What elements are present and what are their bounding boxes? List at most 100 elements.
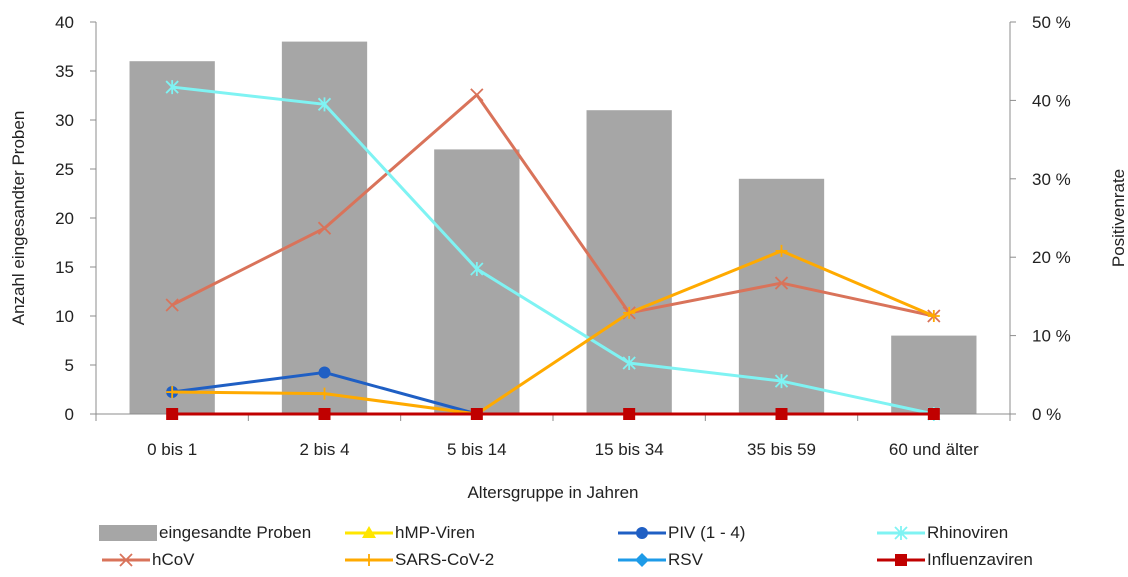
marker-shape — [895, 554, 907, 566]
y-tick-label: 30 — [55, 111, 74, 130]
y-tick-label: 15 — [55, 258, 74, 277]
legend-swatch-marker — [362, 526, 376, 538]
legend-label: RSV — [668, 550, 704, 569]
y-tick-label: 10 — [55, 307, 74, 326]
marker-shape — [470, 261, 484, 276]
point-hcov — [317, 221, 332, 235]
legend-label: eingesandte Proben — [159, 523, 311, 542]
point-sars-cov-2 — [166, 386, 179, 399]
legend-label: hCoV — [152, 550, 195, 569]
marker-shape — [927, 310, 940, 322]
bar-0 — [129, 61, 215, 414]
marker-shape — [119, 553, 133, 567]
point-rhinoviren — [470, 261, 484, 276]
y2-tick-label: 20 % — [1032, 248, 1071, 267]
point-sars-cov-2 — [775, 244, 788, 257]
y-tick-label: 0 — [65, 405, 74, 424]
point-rhinoviren — [165, 80, 179, 95]
legend-item-piv-1-4: PIV (1 - 4) — [618, 523, 745, 542]
point-influenzaviren — [470, 408, 483, 420]
point-rhinoviren — [774, 374, 789, 389]
marker-shape — [166, 386, 179, 399]
y2-tick-label: 10 % — [1032, 327, 1071, 346]
legend-swatch — [99, 525, 157, 541]
point-influenzaviren — [318, 408, 331, 420]
y2-tick-label: 40 % — [1032, 91, 1071, 110]
marker-shape — [165, 80, 179, 95]
y2-tick-label: 30 % — [1032, 170, 1071, 189]
marker-shape — [318, 408, 331, 420]
x-tick-label: 5 bis 14 — [447, 440, 507, 459]
x-tick-label: 0 bis 1 — [147, 440, 197, 459]
legend-item-eingesandte-proben: eingesandte Proben — [99, 523, 311, 542]
series-influenzaviren — [166, 408, 940, 420]
marker-shape — [318, 387, 331, 400]
y-tick-label: 20 — [55, 209, 74, 228]
marker-shape — [927, 408, 940, 420]
marker-shape — [635, 553, 649, 567]
point-influenzaviren — [927, 408, 940, 420]
legend-label: hMP-Viren — [395, 523, 475, 542]
marker-shape — [622, 356, 636, 371]
series-line-rhinoviren — [171, 85, 935, 416]
marker-shape — [636, 527, 648, 539]
legend-item-influenzaviren: Influenzaviren — [877, 550, 1033, 569]
y-tick-label: 40 — [55, 13, 74, 32]
legend-label: PIV (1 - 4) — [668, 523, 745, 542]
point-rhinoviren — [622, 356, 636, 371]
x-axis-title: Altersgruppe in Jahren — [467, 483, 638, 502]
marker-shape — [774, 374, 789, 389]
marker-shape — [775, 408, 788, 420]
legend-swatch-marker — [894, 526, 908, 540]
y-axis-title: Anzahl eingesandter Proben — [9, 111, 28, 326]
marker-shape — [166, 408, 179, 420]
series-line-hcov — [171, 93, 935, 318]
series-line-sars-cov-2 — [172, 249, 935, 416]
marker-shape — [317, 97, 332, 112]
x-tick-label: 15 bis 34 — [595, 440, 664, 459]
marker-shape — [165, 298, 179, 312]
legend-swatch-marker — [895, 554, 907, 566]
legend-item-hcov: hCoV — [102, 550, 195, 569]
marker-shape — [318, 366, 331, 379]
legend-label: Influenzaviren — [927, 550, 1033, 569]
marker-shape — [317, 221, 332, 235]
marker-shape — [470, 408, 483, 420]
y2-tick-label: 50 % — [1032, 13, 1071, 32]
legend-swatch-marker — [635, 553, 649, 567]
legend: eingesandte Proben hMP-Viren PIV (1 - 4) Rh… — [99, 523, 1033, 569]
legend-label: SARS-CoV-2 — [395, 550, 494, 569]
marker-shape — [623, 408, 636, 420]
point-influenzaviren — [623, 408, 636, 420]
point-rhinoviren — [317, 97, 332, 112]
point-sars-cov-2 — [927, 310, 940, 322]
x-tick-label: 35 bis 59 — [747, 440, 816, 459]
legend-item-sars-cov-2: SARS-CoV-2 — [345, 550, 494, 569]
point-sars-cov-2 — [623, 306, 636, 319]
x-tick-label: 60 und älter — [889, 440, 979, 459]
x-tick-label: 2 bis 4 — [299, 440, 349, 459]
legend-label: Rhinoviren — [927, 523, 1008, 542]
marker-shape — [894, 526, 908, 540]
point-hcov — [470, 88, 484, 102]
legend-swatch-marker — [119, 553, 133, 567]
point-sars-cov-2 — [318, 387, 331, 400]
series-lines — [165, 80, 941, 421]
marker-shape — [775, 244, 788, 257]
legend-item-rhinoviren: Rhinoviren — [877, 523, 1008, 542]
point-hcov — [165, 298, 179, 312]
legend-swatch-marker — [636, 527, 648, 539]
marker-shape — [623, 306, 636, 319]
point-hcov — [774, 276, 789, 290]
y2-tick-label: 0 % — [1032, 405, 1061, 424]
legend-item-rsv: RSV — [618, 550, 704, 569]
point-influenzaviren — [166, 408, 179, 420]
marker-shape — [362, 526, 376, 538]
bar-2 — [434, 149, 520, 414]
marker-shape — [363, 554, 375, 566]
marker-shape — [470, 88, 484, 102]
legend-swatch-marker — [363, 554, 375, 566]
point-piv-1-4 — [318, 366, 331, 379]
point-influenzaviren — [775, 408, 788, 420]
